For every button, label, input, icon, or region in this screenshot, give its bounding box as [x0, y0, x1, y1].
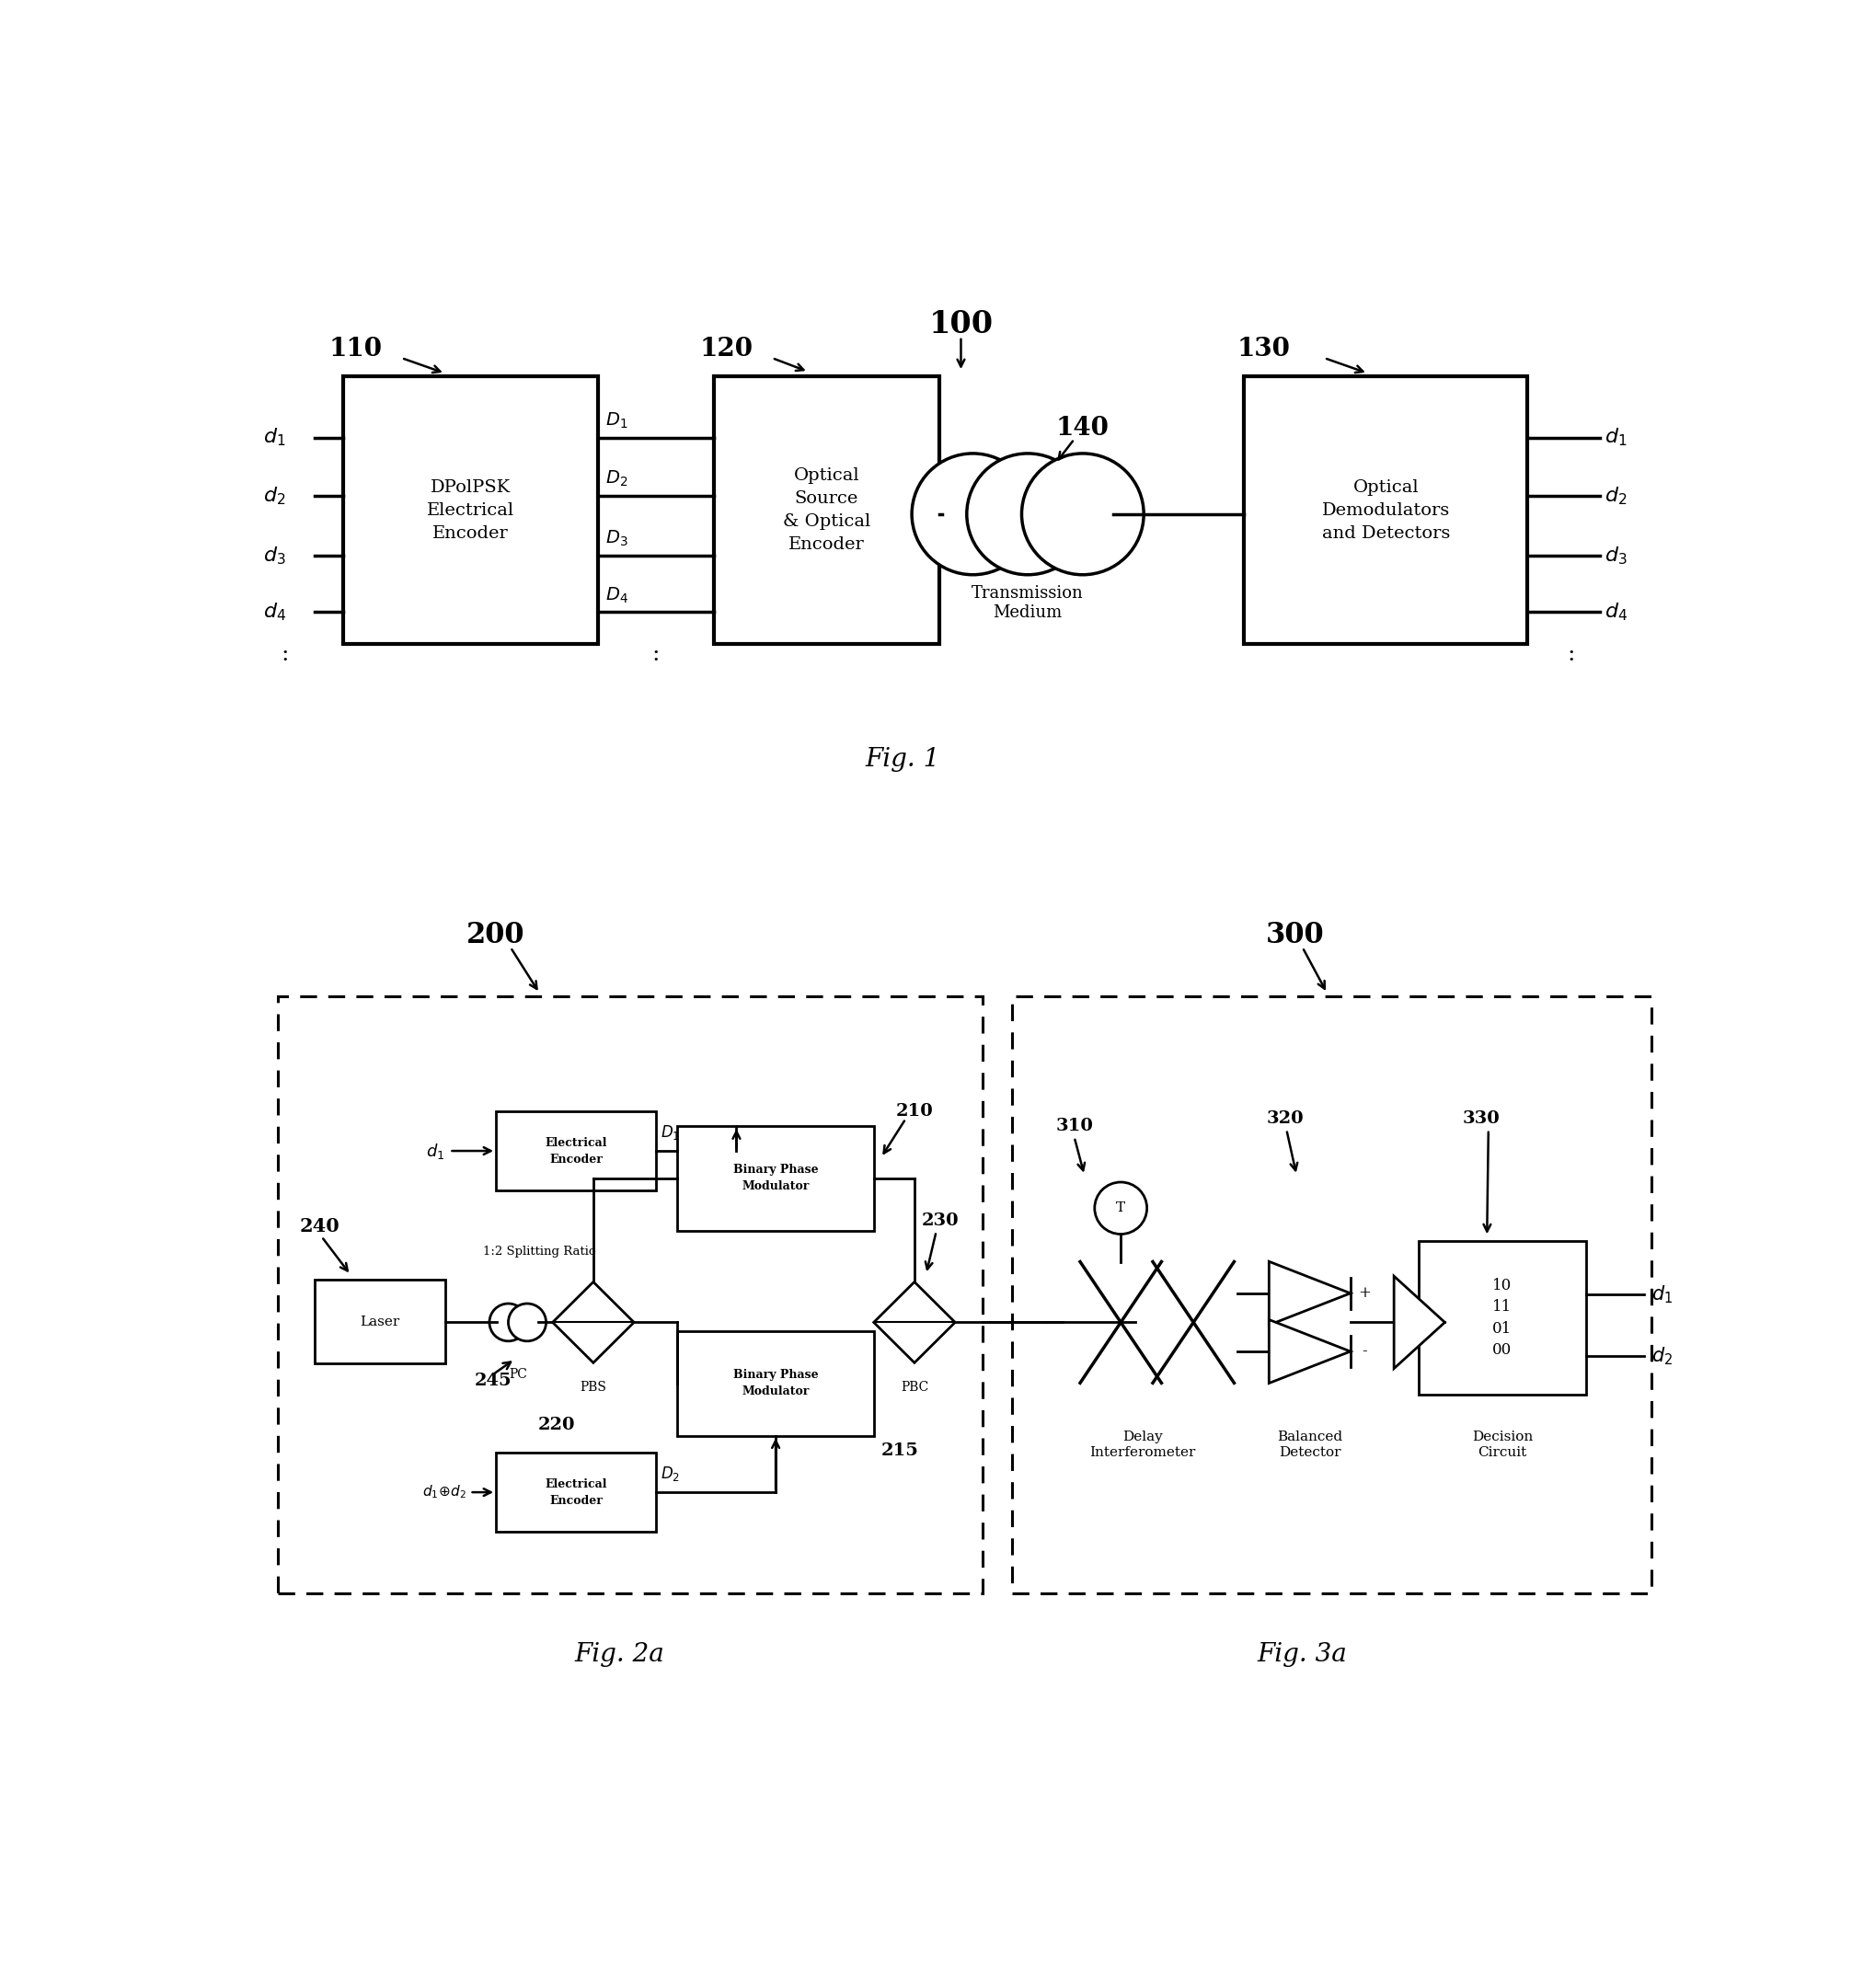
- Text: $D_2$: $D_2$: [660, 1465, 679, 1483]
- Text: $d_1$: $d_1$: [426, 1141, 444, 1161]
- Text: :: :: [652, 644, 660, 666]
- Text: $d_4$: $d_4$: [263, 600, 287, 622]
- Text: 140: 140: [1056, 415, 1108, 441]
- Text: 215: 215: [881, 1443, 919, 1459]
- Text: $d_1$: $d_1$: [1652, 1284, 1672, 1306]
- Text: 10
11
01
00: 10 11 01 00: [1492, 1278, 1511, 1358]
- Text: Decision
Circuit: Decision Circuit: [1472, 1431, 1532, 1459]
- Text: :: :: [281, 644, 289, 666]
- Polygon shape: [553, 1282, 634, 1362]
- Text: PBS: PBS: [579, 1382, 608, 1394]
- Ellipse shape: [911, 453, 1033, 575]
- Bar: [714, 376, 939, 644]
- Text: $d_1\!\oplus\!d_2$: $d_1\!\oplus\!d_2$: [422, 1483, 467, 1501]
- Bar: [677, 1127, 874, 1231]
- Bar: [1012, 996, 1652, 1592]
- Text: $d_1$: $d_1$: [263, 427, 287, 449]
- Text: 100: 100: [928, 308, 994, 340]
- Text: +: +: [1359, 1286, 1371, 1300]
- Text: Electrical
Encoder: Electrical Encoder: [546, 1137, 608, 1165]
- Text: 1:2 Splitting Ratio: 1:2 Splitting Ratio: [484, 1246, 596, 1258]
- Text: $D_2$: $D_2$: [606, 469, 628, 489]
- Text: Binary Phase
Modulator: Binary Phase Modulator: [733, 1165, 817, 1193]
- Text: 110: 110: [328, 336, 382, 362]
- Text: Optical
Demodulators
and Detectors: Optical Demodulators and Detectors: [1322, 479, 1449, 541]
- Text: $D_1$: $D_1$: [660, 1123, 679, 1141]
- Bar: [277, 996, 982, 1592]
- Bar: [1245, 376, 1528, 644]
- Text: $d_3$: $d_3$: [263, 545, 287, 567]
- Polygon shape: [874, 1282, 954, 1362]
- Text: $d_2$: $d_2$: [1605, 485, 1628, 507]
- Text: $D_4$: $D_4$: [606, 584, 628, 604]
- Text: Fig. 3a: Fig. 3a: [1258, 1642, 1348, 1666]
- Text: Balanced
Detector: Balanced Detector: [1277, 1431, 1342, 1459]
- Text: 220: 220: [538, 1415, 576, 1433]
- Text: Transmission
Medium: Transmission Medium: [971, 584, 1084, 620]
- Text: 320: 320: [1266, 1111, 1303, 1127]
- Text: Optical
Source
& Optical
Encoder: Optical Source & Optical Encoder: [782, 467, 870, 553]
- Text: Fig. 1: Fig. 1: [866, 747, 939, 771]
- Bar: [1419, 1241, 1586, 1394]
- Text: :: :: [1568, 644, 1575, 666]
- Ellipse shape: [967, 453, 1089, 575]
- Ellipse shape: [508, 1304, 546, 1342]
- Text: DPolPSK
Electrical
Encoder: DPolPSK Electrical Encoder: [428, 479, 514, 541]
- Text: 130: 130: [1238, 336, 1290, 362]
- Text: 310: 310: [1056, 1117, 1093, 1135]
- Text: $d_2$: $d_2$: [263, 485, 285, 507]
- Text: Delay
Interferometer: Delay Interferometer: [1089, 1431, 1196, 1459]
- Text: $D_3$: $D_3$: [606, 529, 628, 549]
- Ellipse shape: [1022, 453, 1144, 575]
- Polygon shape: [1269, 1320, 1350, 1384]
- Polygon shape: [1269, 1262, 1350, 1326]
- Text: $d_2$: $d_2$: [1652, 1346, 1672, 1368]
- Text: $D_1$: $D_1$: [606, 412, 628, 431]
- Text: $d_3$: $d_3$: [1605, 545, 1628, 567]
- Ellipse shape: [1095, 1183, 1148, 1235]
- Text: 210: 210: [896, 1103, 934, 1119]
- Text: T: T: [1116, 1201, 1125, 1215]
- Bar: [677, 1332, 874, 1435]
- Text: Electrical
Encoder: Electrical Encoder: [546, 1477, 608, 1507]
- Bar: [495, 1111, 656, 1191]
- Ellipse shape: [489, 1304, 527, 1342]
- Bar: [343, 376, 598, 644]
- Text: 240: 240: [300, 1217, 339, 1235]
- Text: $d_4$: $d_4$: [1605, 600, 1628, 622]
- Text: Laser: Laser: [360, 1316, 399, 1328]
- Text: Fig. 2a: Fig. 2a: [574, 1642, 664, 1666]
- Text: $d_1$: $d_1$: [1605, 427, 1628, 449]
- Text: 245: 245: [474, 1372, 512, 1390]
- Text: -: -: [1363, 1344, 1367, 1360]
- Polygon shape: [1393, 1276, 1446, 1368]
- Text: 200: 200: [467, 920, 525, 950]
- Bar: [495, 1453, 656, 1533]
- Text: 230: 230: [922, 1213, 960, 1229]
- Text: 300: 300: [1266, 920, 1324, 950]
- Text: PBC: PBC: [900, 1382, 928, 1394]
- Text: Binary Phase
Modulator: Binary Phase Modulator: [733, 1370, 817, 1398]
- Text: 120: 120: [699, 336, 752, 362]
- Text: 330: 330: [1462, 1111, 1500, 1127]
- Text: PC: PC: [508, 1368, 527, 1382]
- Bar: [315, 1280, 444, 1364]
